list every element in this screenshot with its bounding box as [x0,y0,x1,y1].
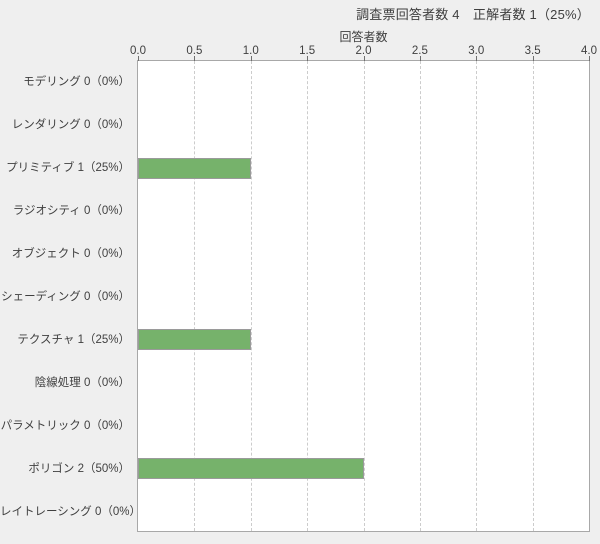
x-tick-label-4: 2.0 [355,45,372,57]
bar-row [138,404,589,447]
x-tickmark-0 [138,56,139,61]
y-category-label-10: レイトレーシング 0（0%） [0,505,141,518]
bar-row [138,104,589,147]
chart-plot-area [137,56,590,533]
bar-row [138,447,589,490]
gridline-3 [307,61,309,531]
gridline-6 [476,61,478,531]
y-category-label-6: テクスチャ 1（25%） [17,333,130,346]
x-tick-label-2: 1.0 [242,45,259,57]
x-tickmark-8 [589,56,590,61]
y-category-label-2: プリミティブ 1（25%） [6,162,130,175]
x-tickmark-4 [363,56,365,61]
gridline-4 [363,61,365,531]
x-tickmark-1 [194,56,196,61]
x-tick-label-1: 0.5 [186,45,203,57]
y-category-label-0: モデリング 0（0%） [23,76,130,89]
bar-2[interactable] [138,157,251,179]
x-axis-tick-labels: 0.0 0.5 1.0 1.5 2.0 2.5 3.0 3.5 4.0 [0,45,600,59]
y-category-label-1: レンダリング 0（0%） [11,119,130,132]
x-tick-label-7: 3.5 [524,45,541,57]
gridline-2 [250,61,252,531]
y-category-label-8: パラメトリック 0（0%） [0,419,130,432]
gridline-1 [194,61,196,531]
x-tickmark-6 [476,56,478,61]
bar-9[interactable] [138,458,364,480]
bar-row [138,233,589,276]
bar-row [138,190,589,233]
x-tickmark-5 [419,56,421,61]
y-category-label-7: 陰線処理 0（0%） [34,376,130,389]
x-tick-label-3: 1.5 [299,45,316,57]
bar-6[interactable] [138,329,251,351]
x-tick-label-5: 2.5 [411,45,428,57]
bar-row [138,490,589,533]
survey-summary-header: 調査票回答者数 4 正解者数 1（25%） [356,6,590,22]
bar-row [138,147,589,190]
x-tickmark-3 [307,56,309,61]
y-category-label-4: オブジェクト 0（0%） [11,248,130,261]
bar-row [138,276,589,319]
x-tick-label-8: 4.0 [581,45,597,57]
x-axis-title: 回答者数 [339,30,388,44]
bar-row [138,318,589,361]
y-category-label-5: シェーディング 0（0%） [1,291,130,303]
y-axis-category-labels: モデリング 0（0%） レンダリング 0（0%） プリミティブ 1（25%） ラジオシ… [0,60,141,532]
gridline-7 [532,61,534,531]
y-category-label-9: ポリゴン 2（50%） [28,462,130,475]
bar-row [138,61,589,104]
x-tick-label-6: 3.0 [468,45,485,57]
bar-row [138,361,589,404]
x-tickmark-7 [532,56,534,61]
y-category-label-3: ラジオシティ 0（0%） [12,205,130,218]
gridline-5 [419,61,421,531]
x-tickmark-2 [250,56,252,61]
x-tick-label-0: 0.0 [130,45,146,57]
